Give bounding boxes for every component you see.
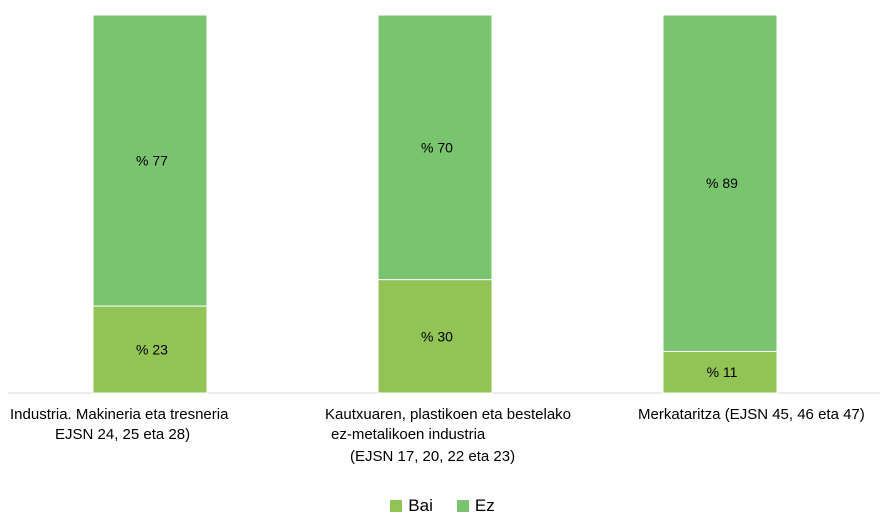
legend-swatch-bai [390, 500, 403, 512]
legend-swatch-ez [456, 500, 469, 512]
category-label-1-line-2: EJSN 24, 25 eta 28) [55, 426, 191, 443]
data-label-bai-3: % 11 [707, 364, 738, 380]
data-label-ez-1: % 77 [136, 153, 168, 169]
category-label-2-line-2: ez-metalikoen industria [331, 426, 486, 443]
data-label-bai-1: % 23 [136, 342, 168, 358]
data-label-bai-2: % 30 [421, 328, 453, 344]
category-label-2-line-3: (EJSN 17, 20, 22 eta 23) [350, 448, 516, 465]
bars-group: % 23 % 77 % 30 % 70 % 11 % 89 [92, 14, 778, 394]
bar-segment-ez-1 [92, 14, 208, 307]
legend: Bai Ez [0, 496, 885, 516]
legend-label-bai: Bai [408, 496, 433, 515]
bar-segment-ez-2 [377, 14, 493, 281]
legend-label-ez: Ez [474, 496, 495, 515]
category-label-3-line-1: Merkataritza (EJSN 45, 46 eta 47) [638, 406, 865, 423]
legend-item-ez: Ez [456, 496, 495, 516]
data-label-ez-2: % 70 [421, 139, 453, 155]
category-label-1-line-1: Industria. Makineria eta tresneria [10, 406, 229, 423]
bar-segment-bai-2 [377, 279, 493, 394]
category-label-2-line-1: Kautxuaren, plastikoen eta bestelako [325, 406, 571, 423]
legend-item-bai: Bai [390, 496, 433, 516]
data-label-ez-3: % 89 [706, 175, 738, 191]
bar-segment-bai-1 [92, 305, 208, 394]
bar-segment-ez-3 [662, 14, 778, 352]
